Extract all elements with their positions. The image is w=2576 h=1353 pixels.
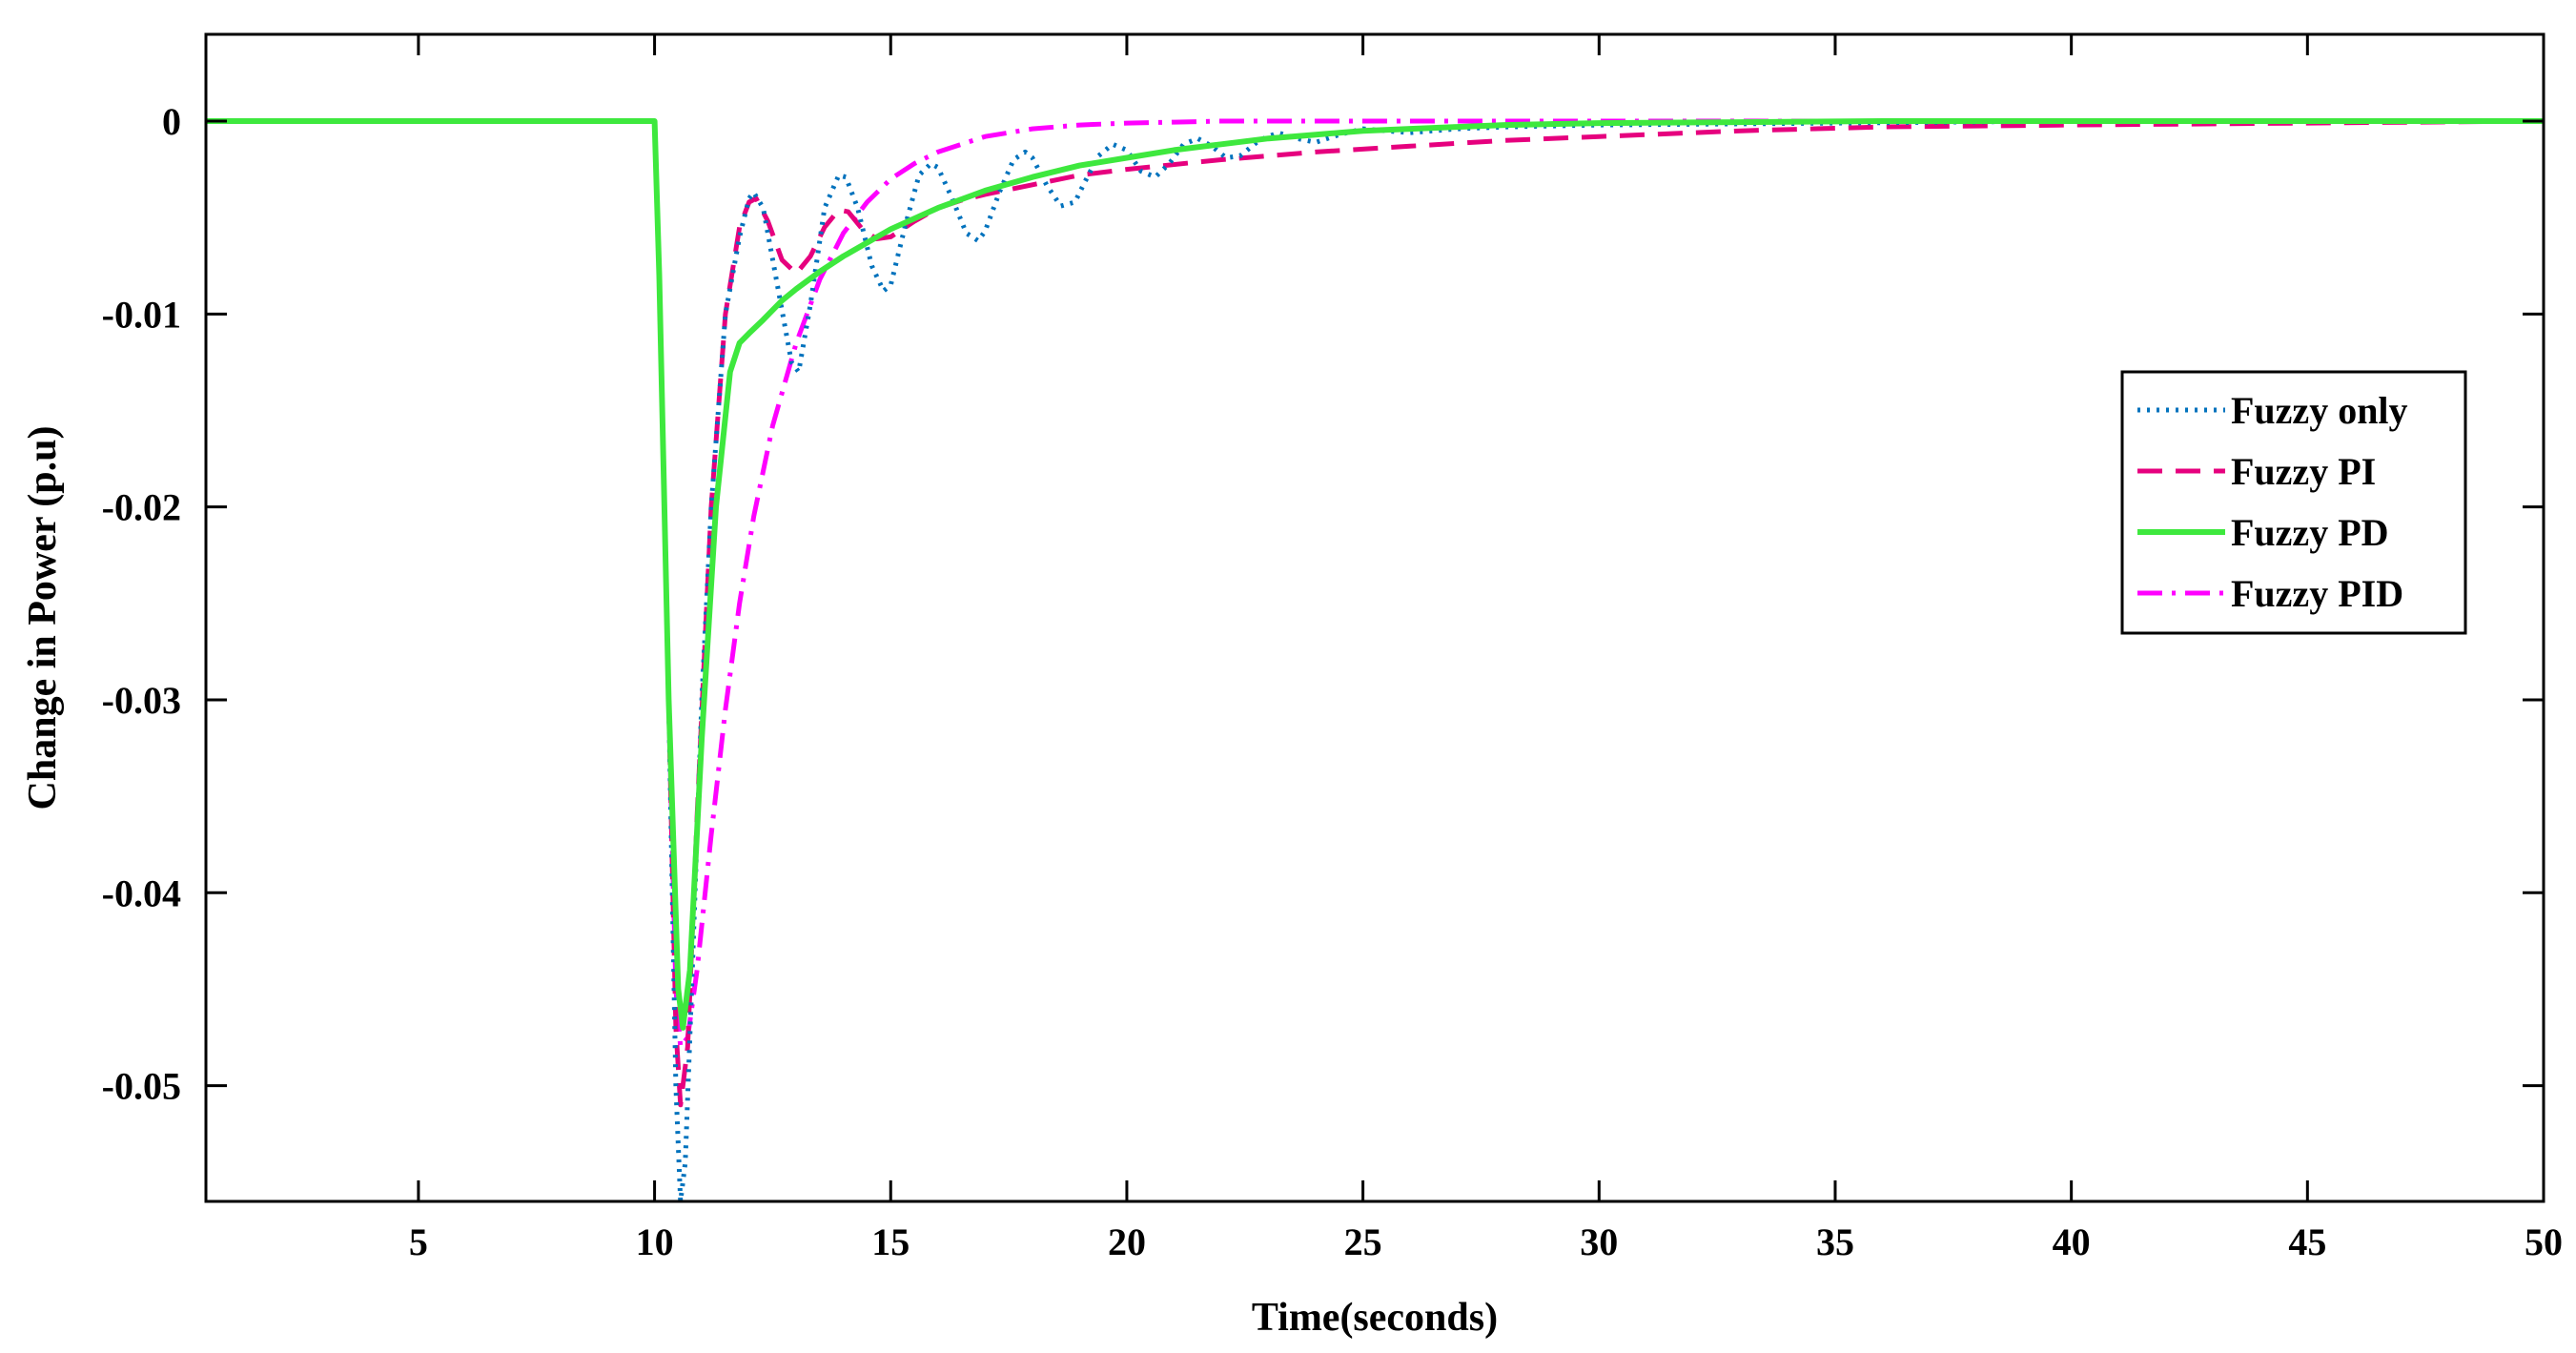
legend: Fuzzy only Fuzzy PI Fuzzy PD Fuzzy PID: [2120, 370, 2467, 635]
legend-box: [2120, 370, 2467, 635]
series-line-fuzzy-pid: [206, 118, 2544, 1050]
y-tick-label: 0: [162, 100, 181, 143]
x-tick-label: 25: [1344, 1220, 1382, 1263]
legend-label: Fuzzy only: [2231, 389, 2408, 432]
x-tick-label: 40: [2053, 1220, 2091, 1263]
axes-frame: [204, 32, 2545, 1203]
series-layer: [206, 118, 2544, 1201]
x-tick-label: 10: [636, 1220, 674, 1263]
legend-label: Fuzzy PI: [2231, 450, 2376, 493]
legend-entry: Fuzzy only: [2137, 389, 2408, 432]
y-tick-labels: 0 -0.01 -0.02 -0.03 -0.04 -0.05: [102, 100, 181, 1108]
y-tick-label: -0.03: [102, 679, 181, 722]
legend-entry: Fuzzy PD: [2137, 511, 2389, 554]
y-tick-label: -0.02: [102, 486, 181, 529]
y-tick-label: -0.05: [102, 1065, 181, 1108]
y-tick-label: -0.01: [102, 293, 181, 336]
x-axis-label: Time(seconds): [1252, 1296, 1498, 1340]
ticks-layer: [206, 34, 2545, 1201]
x-tick-label: 5: [409, 1220, 428, 1263]
x-tick-label: 35: [1816, 1220, 1854, 1263]
x-tick-label: 15: [871, 1220, 910, 1263]
x-tick-label: 50: [2525, 1220, 2563, 1263]
y-tick-label: -0.04: [102, 871, 181, 914]
legend-label: Fuzzy PD: [2231, 511, 2389, 554]
series-line-fuzzy-pd: [206, 118, 2544, 1031]
x-tick-label: 45: [2288, 1220, 2326, 1263]
legend-entry: Fuzzy PI: [2137, 450, 2376, 493]
x-tick-labels: 5 10 15 20 25 30 35 40 45 50: [409, 1220, 2563, 1263]
x-tick-label: 30: [1580, 1220, 1618, 1263]
legend-entries: Fuzzy only Fuzzy PI Fuzzy PD Fuzzy PID: [2137, 389, 2408, 615]
x-tick-label: 20: [1108, 1220, 1146, 1263]
legend-entry: Fuzzy PID: [2137, 572, 2403, 615]
y-axis-label: Change in Power (p.u): [21, 426, 65, 810]
legend-label: Fuzzy PID: [2231, 572, 2403, 615]
